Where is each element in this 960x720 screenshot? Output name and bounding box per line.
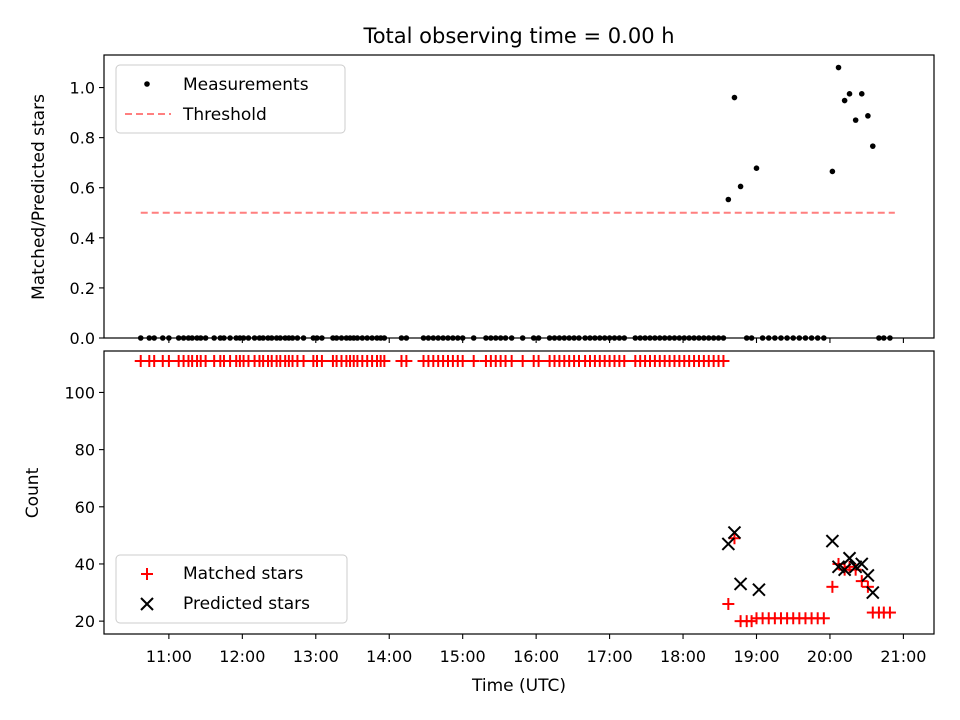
bottom-y-axis-label: Count bbox=[23, 467, 43, 518]
bottom-y-axis: 20 40 60 80 100 bbox=[64, 383, 104, 631]
predicted-star-point bbox=[855, 557, 869, 571]
matched-star-point bbox=[722, 597, 735, 610]
bottom-legend: Matched stars Predicted stars bbox=[115, 554, 348, 624]
bottom-y-tick-label: 40 bbox=[75, 555, 95, 574]
top-y-tick-label: 1.0 bbox=[70, 79, 95, 98]
bottom-panel-frame bbox=[103, 350, 935, 635]
top-x-axis-ticks bbox=[168, 338, 904, 343]
legend-measurements-label: Measurements bbox=[183, 75, 309, 95]
matched-star-point bbox=[467, 355, 480, 368]
top-y-tick-label: 0.2 bbox=[70, 279, 95, 298]
matched-star-point bbox=[315, 355, 328, 368]
top-y-tick-label: 0.8 bbox=[70, 129, 95, 148]
measurement-point bbox=[869, 143, 876, 149]
predicted-star-stroke bbox=[866, 585, 880, 600]
top-y-tick-label: 0.4 bbox=[70, 229, 95, 248]
predicted-star-stroke bbox=[733, 577, 748, 591]
bottom-legend-frame bbox=[115, 554, 348, 624]
predicted-star-stroke bbox=[855, 557, 869, 571]
predicted-star-stroke bbox=[837, 562, 852, 577]
matched-star-point bbox=[400, 355, 413, 368]
top-y-tick-label: 0.0 bbox=[70, 329, 95, 348]
matched-star-point bbox=[883, 606, 896, 619]
legend-predicted-marker bbox=[140, 597, 154, 611]
predicted-star-point bbox=[842, 551, 857, 565]
predicted-star-stroke bbox=[842, 551, 857, 565]
predicted-star-stroke bbox=[752, 582, 766, 597]
matched-star-point bbox=[505, 355, 518, 368]
measurement-point bbox=[829, 168, 836, 175]
x-axis-label: Time (UTC) bbox=[471, 676, 566, 696]
bottom-x-tick-label: 20:00 bbox=[807, 647, 853, 666]
legend-threshold-label: Threshold bbox=[182, 105, 267, 125]
matched-star-point bbox=[618, 355, 631, 368]
bottom-x-tick-label: 21:00 bbox=[880, 647, 926, 666]
predicted-star-point bbox=[733, 577, 748, 591]
predicted-star-point bbox=[727, 525, 742, 540]
matched-star-point bbox=[843, 560, 856, 573]
measurement-point bbox=[753, 165, 760, 171]
predicted-star-stroke bbox=[825, 534, 840, 548]
predicted-star-point bbox=[866, 585, 880, 600]
measurement-point bbox=[725, 196, 732, 203]
chart-title: Total observing time = 0.00 h bbox=[362, 24, 674, 48]
predicted-star-stroke bbox=[861, 568, 875, 583]
bottom-panel-marks bbox=[134, 355, 896, 628]
predicted-star-point bbox=[837, 562, 852, 577]
bottom-x-axis: 11:00 12:00 13:00 14:00 15:00 16:00 17:00 18:00… bbox=[146, 634, 926, 666]
top-legend: Measurements Threshold bbox=[115, 64, 346, 134]
predicted-star-stroke bbox=[727, 525, 742, 540]
bottom-x-tick-label: 17:00 bbox=[587, 647, 633, 666]
bottom-y-tick-label: 60 bbox=[75, 498, 95, 517]
bottom-x-tick-label: 13:00 bbox=[293, 647, 339, 666]
matched-star-point bbox=[516, 355, 529, 368]
measurement-point bbox=[865, 113, 871, 119]
legend-matched-label: Matched stars bbox=[183, 564, 303, 584]
bottom-x-tick-label: 15:00 bbox=[440, 647, 486, 666]
matched-star-point bbox=[378, 355, 391, 368]
bottom-x-tick-label: 11:00 bbox=[146, 647, 192, 666]
top-legend-frame bbox=[115, 64, 346, 134]
bottom-panel: 20 40 60 80 100 11:00 12:00 13:00 14:00 15:00 16:… bbox=[23, 350, 935, 696]
measurement-point bbox=[835, 64, 842, 71]
bottom-y-tick-label: 80 bbox=[75, 441, 95, 460]
predicted-star-point bbox=[752, 582, 766, 597]
bottom-x-tick-label: 12:00 bbox=[219, 647, 265, 666]
measurement-point bbox=[731, 94, 738, 101]
matched-star-point bbox=[717, 355, 730, 368]
bottom-x-tick-label: 18:00 bbox=[660, 647, 706, 666]
predicted-star-point bbox=[721, 537, 736, 551]
measurement-point bbox=[737, 183, 744, 190]
top-y-axis-label: Matched/Predicted stars bbox=[29, 94, 49, 300]
bottom-y-tick-label: 100 bbox=[64, 383, 95, 402]
top-panel-frame bbox=[103, 54, 935, 339]
top-y-tick-label: 0.6 bbox=[70, 179, 95, 198]
bottom-x-tick-label: 19:00 bbox=[733, 647, 779, 666]
matched-star-point bbox=[817, 612, 830, 625]
predicted-star-point bbox=[861, 568, 875, 583]
measurement-point bbox=[852, 117, 859, 123]
predicted-star-stroke bbox=[721, 537, 736, 551]
matched-star-point bbox=[456, 355, 469, 368]
top-y-axis: 0.0 0.2 0.4 0.6 0.8 1.0 bbox=[70, 79, 104, 348]
bottom-y-tick-label: 20 bbox=[75, 612, 95, 631]
legend-predicted-label: Predicted stars bbox=[183, 594, 310, 614]
bottom-x-tick-label: 16:00 bbox=[513, 647, 559, 666]
top-panel: 0.0 0.2 0.4 0.6 0.8 1.0 Matched/Predicted sta… bbox=[29, 54, 935, 348]
measurement-point bbox=[846, 91, 853, 97]
legend-matched-marker bbox=[141, 568, 153, 580]
matched-star-point bbox=[532, 355, 545, 368]
measurement-point bbox=[858, 91, 865, 97]
bottom-x-tick-label: 14:00 bbox=[366, 647, 412, 666]
legend-measurements-marker bbox=[144, 81, 150, 87]
measurement-point bbox=[841, 97, 848, 104]
predicted-star-stroke bbox=[831, 560, 846, 574]
matched-star-point bbox=[826, 580, 839, 593]
predicted-star-point bbox=[825, 534, 840, 548]
